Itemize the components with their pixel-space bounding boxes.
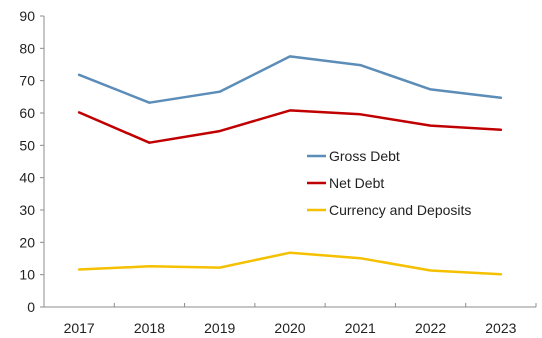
legend-label-net-debt: Net Debt xyxy=(329,175,384,191)
y-tick-label: 0 xyxy=(27,299,35,315)
y-tick-label: 10 xyxy=(19,267,35,283)
x-tick-label: 2023 xyxy=(485,320,516,336)
x-tick-label: 2022 xyxy=(415,320,446,336)
y-tick-label: 50 xyxy=(19,137,35,153)
series-lines xyxy=(77,55,503,276)
legend: Gross Debt Net Debt Currency and Deposits xyxy=(307,148,471,218)
x-axis: 2017 2018 2019 2020 2021 2022 2023 xyxy=(43,303,537,336)
y-tick-label: 90 xyxy=(19,8,35,24)
y-tick-label: 40 xyxy=(19,170,35,186)
series-line-currency-and-deposits xyxy=(77,251,503,276)
x-tick-label: 2017 xyxy=(64,320,95,336)
x-tick-label: 2021 xyxy=(345,320,376,336)
y-tick-label: 30 xyxy=(19,202,35,218)
legend-label-currency-and-deposits: Currency and Deposits xyxy=(329,202,471,218)
y-tick-label: 20 xyxy=(19,234,35,250)
y-axis: 0 10 20 30 40 50 60 70 80 90 xyxy=(19,8,45,315)
y-tick-label: 70 xyxy=(19,73,35,89)
series-line-gross-debt xyxy=(77,55,503,104)
x-tick-label: 2018 xyxy=(134,320,165,336)
x-tick-label: 2020 xyxy=(274,320,305,336)
x-tick-label: 2019 xyxy=(204,320,235,336)
legend-label-gross-debt: Gross Debt xyxy=(329,148,400,164)
y-tick-label: 60 xyxy=(19,105,35,121)
series-line-net-debt xyxy=(77,109,503,144)
y-tick-label: 80 xyxy=(19,40,35,56)
